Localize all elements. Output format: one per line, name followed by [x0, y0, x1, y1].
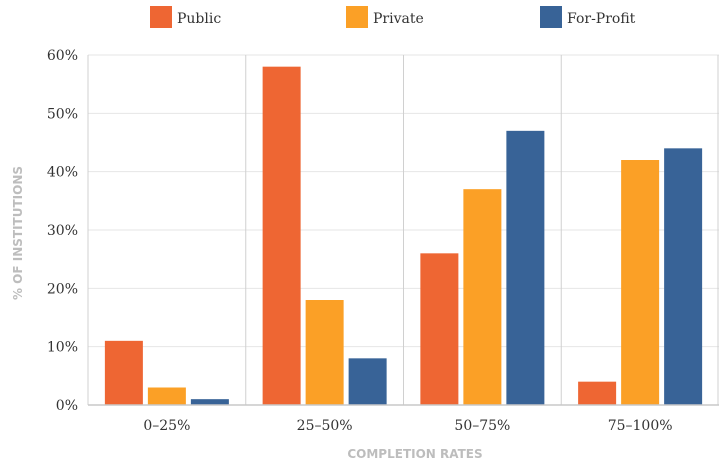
- legend-swatch: [540, 6, 562, 28]
- bar-private-0: [147, 387, 186, 405]
- y-tick-label: 0%: [56, 398, 78, 414]
- y-tick-label: 10%: [47, 340, 78, 356]
- y-tick-labels: 0% 10% 20% 30% 40% 50% 60%: [47, 48, 78, 414]
- bar-for-profit-3: [664, 148, 703, 406]
- bar-private-1: [305, 300, 344, 405]
- bar-public-0: [104, 340, 143, 405]
- bar-public-1: [262, 66, 301, 406]
- bar-for-profit-1: [348, 358, 387, 405]
- bar-for-profit-2: [506, 130, 545, 406]
- legend-label: Public: [177, 11, 221, 27]
- bar-public-3: [578, 381, 617, 405]
- legend: Public Private For-Profit: [150, 6, 636, 28]
- x-tick-label: 50–75%: [454, 418, 510, 434]
- category-separators: [87, 55, 719, 405]
- y-tick-label: 30%: [47, 223, 78, 239]
- y-tick-label: 20%: [47, 281, 78, 297]
- legend-label: Private: [373, 11, 424, 27]
- bar-private-2: [463, 189, 502, 405]
- x-tick-label: 25–50%: [297, 418, 353, 434]
- y-axis-title: % OF INSTITUTIONS: [11, 166, 25, 300]
- bar-private-3: [621, 160, 660, 405]
- legend-label: For-Profit: [567, 11, 636, 27]
- bar-for-profit-0: [190, 399, 229, 405]
- x-axis-title: COMPLETION RATES: [347, 447, 482, 461]
- bars: [104, 66, 703, 406]
- y-tick-label: 60%: [47, 48, 78, 64]
- x-tick-label: 0–25%: [143, 418, 190, 434]
- legend-swatch: [150, 6, 172, 28]
- legend-swatch: [346, 6, 368, 28]
- x-tick-label: 75–100%: [608, 418, 673, 434]
- x-tick-labels: 0–25% 25–50% 50–75% 75–100%: [143, 418, 672, 434]
- y-tick-label: 40%: [47, 165, 78, 181]
- bar-public-2: [420, 253, 459, 405]
- y-tick-label: 50%: [47, 106, 78, 122]
